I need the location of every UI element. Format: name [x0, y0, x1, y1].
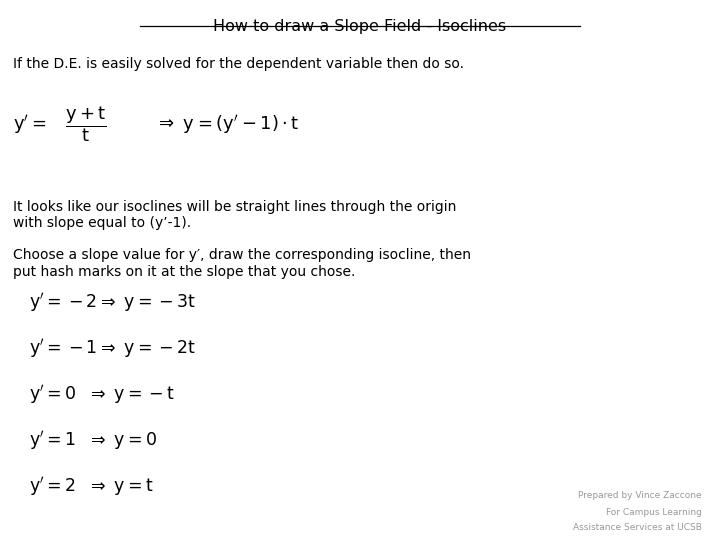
Text: $\mathsf{y' = -1 \Rightarrow\ y = -2t}$: $\mathsf{y' = -1 \Rightarrow\ y = -2t}$: [29, 337, 196, 360]
Text: $\mathsf{y' = 0\ \ \Rightarrow\ y = -t}$: $\mathsf{y' = 0\ \ \Rightarrow\ y = -t}$: [29, 383, 175, 406]
Text: How to draw a Slope Field - Isoclines: How to draw a Slope Field - Isoclines: [213, 19, 507, 34]
Text: Assistance Services at UCSB: Assistance Services at UCSB: [573, 523, 702, 532]
Text: If the D.E. is easily solved for the dependent variable then do so.: If the D.E. is easily solved for the dep…: [13, 57, 464, 71]
Text: It looks like our isoclines will be straight lines through the origin
with slope: It looks like our isoclines will be stra…: [13, 200, 456, 230]
Text: $\mathsf{\dfrac{y+t}{t}}$: $\mathsf{\dfrac{y+t}{t}}$: [65, 104, 107, 144]
Text: For Campus Learning: For Campus Learning: [606, 508, 702, 517]
Text: $\mathsf{y' = -2 \Rightarrow\ y = -3t}$: $\mathsf{y' = -2 \Rightarrow\ y = -3t}$: [29, 291, 196, 314]
Text: $\mathsf{y' = 2\ \ \Rightarrow\ y = t}$: $\mathsf{y' = 2\ \ \Rightarrow\ y = t}$: [29, 475, 154, 497]
Text: $\mathsf{y'=}$: $\mathsf{y'=}$: [13, 113, 46, 136]
Text: $\mathsf{\Rightarrow\ y = (y'-1)\cdot t}$: $\mathsf{\Rightarrow\ y = (y'-1)\cdot t}…: [155, 113, 300, 136]
Text: Choose a slope value for y′, draw the corresponding isocline, then
put hash mark: Choose a slope value for y′, draw the co…: [13, 248, 471, 279]
Text: Prepared by Vince Zaccone: Prepared by Vince Zaccone: [578, 490, 702, 500]
Text: $\mathsf{y' = 1\ \ \Rightarrow\ y = 0}$: $\mathsf{y' = 1\ \ \Rightarrow\ y = 0}$: [29, 429, 157, 451]
